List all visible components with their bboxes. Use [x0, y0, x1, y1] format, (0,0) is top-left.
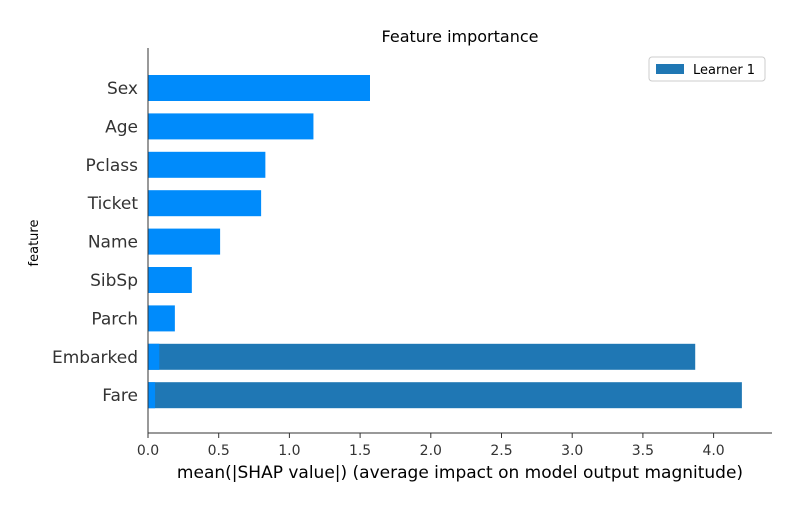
chart-title: Feature importance — [382, 27, 539, 46]
x-tick-2-0: 2.0 — [420, 443, 442, 459]
x-tick-2-5: 2.5 — [490, 443, 512, 459]
y-tick-pclass: Pclass — [86, 156, 139, 176]
legend-box — [648, 56, 766, 82]
x-tick-1-0: 1.0 — [278, 443, 300, 459]
y-axis-label: feature — [27, 220, 42, 267]
bar-shap-pclass — [148, 151, 266, 178]
y-tick-ticket: Ticket — [87, 194, 139, 214]
bar-shap-ticket — [148, 190, 262, 217]
legend: Learner 1 — [648, 56, 766, 82]
bar-shap-sex — [148, 75, 370, 101]
y-tick-name: Name — [88, 233, 138, 253]
bar-shap-sibsp — [148, 267, 192, 293]
x-tick-0-5: 0.5 — [208, 443, 230, 459]
y-tick-fare: Fare — [102, 386, 138, 406]
bar-shap-name — [148, 228, 221, 255]
y-tick-sex: Sex — [107, 79, 138, 99]
bar-learner-1-fare — [148, 382, 742, 409]
x-tick-3-0: 3.0 — [561, 443, 583, 459]
y-tick-embarked: Embarked — [52, 348, 138, 368]
x-tick-0-0: 0.0 — [137, 443, 159, 459]
x-tick-3-5: 3.5 — [632, 443, 654, 459]
bar-shap-embarked — [148, 343, 160, 370]
bars-group — [148, 75, 742, 409]
x-tick-4-0: 4.0 — [702, 443, 724, 459]
legend-label-learner-1: Learner 1 — [693, 63, 755, 78]
x-axis-label: mean(|SHAP value|) (average impact on mo… — [177, 463, 743, 483]
y-tick-age: Age — [105, 117, 138, 137]
x-tick-1-5: 1.5 — [349, 443, 371, 459]
legend-swatch-learner-1 — [656, 64, 684, 74]
y-tick-parch: Parch — [91, 309, 138, 329]
bar-shap-parch — [148, 305, 175, 332]
x-tick-labels: 0.0 0.5 1.0 1.5 2.0 2.5 3.0 3.5 4.0 — [137, 433, 725, 459]
bar-shap-age — [148, 113, 314, 140]
bar-shap-fare — [148, 382, 156, 409]
y-tick-sibsp: SibSp — [90, 271, 138, 291]
y-tick-labels: Sex Age Pclass Ticket Name SibSp Parch Embarked… — [52, 79, 138, 406]
bar-learner-1-embarked — [148, 343, 696, 370]
